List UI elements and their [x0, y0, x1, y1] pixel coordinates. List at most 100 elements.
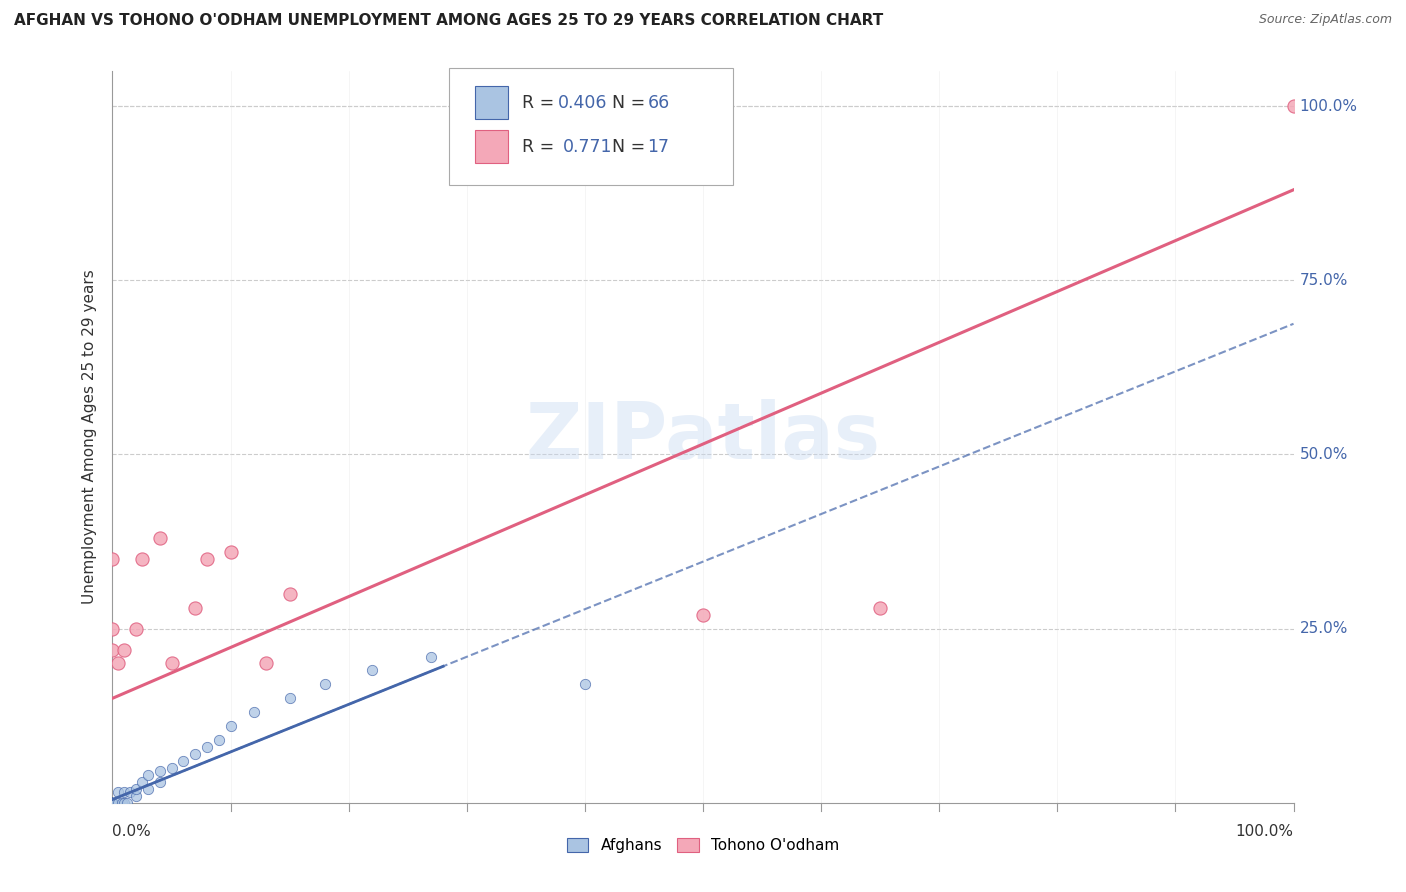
Point — [101, 796, 124, 810]
Point — [101, 796, 124, 810]
Point — [184, 600, 207, 615]
Point — [101, 796, 124, 810]
Point — [125, 781, 148, 796]
Point — [125, 622, 148, 636]
Point — [101, 796, 124, 810]
Point — [131, 775, 153, 789]
Point — [136, 768, 159, 782]
Point — [115, 796, 138, 810]
Point — [101, 796, 124, 810]
Text: 17: 17 — [648, 137, 669, 156]
Point — [101, 796, 124, 810]
Point — [101, 796, 124, 810]
Point — [149, 531, 172, 545]
Point — [219, 545, 242, 559]
Point — [136, 781, 159, 796]
Point — [361, 664, 384, 678]
Point — [101, 796, 124, 810]
Text: N =: N = — [612, 94, 651, 112]
Point — [107, 796, 129, 810]
Legend: Afghans, Tohono O'odham: Afghans, Tohono O'odham — [560, 830, 846, 861]
Point — [160, 657, 183, 671]
Point — [107, 785, 129, 799]
Point — [101, 642, 124, 657]
Point — [101, 796, 124, 810]
Text: ZIPatlas: ZIPatlas — [526, 399, 880, 475]
Point — [101, 796, 124, 810]
Point — [101, 796, 124, 810]
Point — [278, 691, 301, 706]
Point — [112, 642, 135, 657]
Bar — [475, 87, 508, 120]
Point — [574, 677, 596, 691]
Point — [314, 677, 336, 691]
Point — [101, 796, 124, 810]
Text: N =: N = — [612, 137, 651, 156]
Point — [101, 796, 124, 810]
Point — [112, 785, 135, 799]
Point — [692, 607, 714, 622]
Point — [172, 754, 194, 768]
Point — [101, 796, 124, 810]
Point — [254, 657, 277, 671]
Text: 0.0%: 0.0% — [112, 823, 152, 838]
Point — [101, 796, 124, 810]
Point — [101, 796, 124, 810]
Point — [101, 796, 124, 810]
Point — [112, 796, 135, 810]
Text: 66: 66 — [648, 94, 669, 112]
Text: R =: R = — [522, 137, 560, 156]
Point — [101, 796, 124, 810]
Point — [243, 705, 266, 719]
Point — [120, 785, 142, 799]
Text: 25.0%: 25.0% — [1299, 621, 1348, 636]
FancyBboxPatch shape — [449, 68, 733, 185]
Point — [101, 796, 124, 810]
Point — [208, 733, 231, 747]
Point — [101, 796, 124, 810]
Point — [149, 775, 172, 789]
Point — [101, 796, 124, 810]
Point — [869, 600, 891, 615]
Text: 100.0%: 100.0% — [1299, 99, 1357, 113]
Text: 0.771: 0.771 — [562, 137, 612, 156]
Point — [101, 796, 124, 810]
Point — [101, 796, 124, 810]
Point — [101, 796, 124, 810]
Point — [101, 796, 124, 810]
Point — [101, 796, 124, 810]
Text: 0.406: 0.406 — [558, 94, 607, 112]
Point — [195, 740, 218, 755]
Point — [101, 796, 124, 810]
Point — [101, 796, 124, 810]
Point — [101, 796, 124, 810]
Text: 100.0%: 100.0% — [1236, 823, 1294, 838]
Point — [219, 719, 242, 733]
Text: 50.0%: 50.0% — [1299, 447, 1348, 462]
Point — [125, 789, 148, 803]
Y-axis label: Unemployment Among Ages 25 to 29 years: Unemployment Among Ages 25 to 29 years — [82, 269, 97, 605]
Point — [101, 796, 124, 810]
Point — [131, 552, 153, 566]
Point — [101, 796, 124, 810]
Point — [107, 657, 129, 671]
Point — [101, 796, 124, 810]
Point — [149, 764, 172, 779]
Point — [101, 796, 124, 810]
Point — [278, 587, 301, 601]
Point — [101, 796, 124, 810]
Bar — [475, 130, 508, 163]
Point — [101, 796, 124, 810]
Point — [101, 796, 124, 810]
Point — [101, 796, 124, 810]
Point — [101, 622, 124, 636]
Point — [101, 552, 124, 566]
Text: AFGHAN VS TOHONO O'ODHAM UNEMPLOYMENT AMONG AGES 25 TO 29 YEARS CORRELATION CHAR: AFGHAN VS TOHONO O'ODHAM UNEMPLOYMENT AM… — [14, 13, 883, 29]
Point — [420, 649, 443, 664]
Point — [101, 796, 124, 810]
Text: R =: R = — [522, 94, 560, 112]
Text: 75.0%: 75.0% — [1299, 273, 1348, 288]
Point — [160, 761, 183, 775]
Point — [111, 796, 134, 810]
Point — [101, 796, 124, 810]
